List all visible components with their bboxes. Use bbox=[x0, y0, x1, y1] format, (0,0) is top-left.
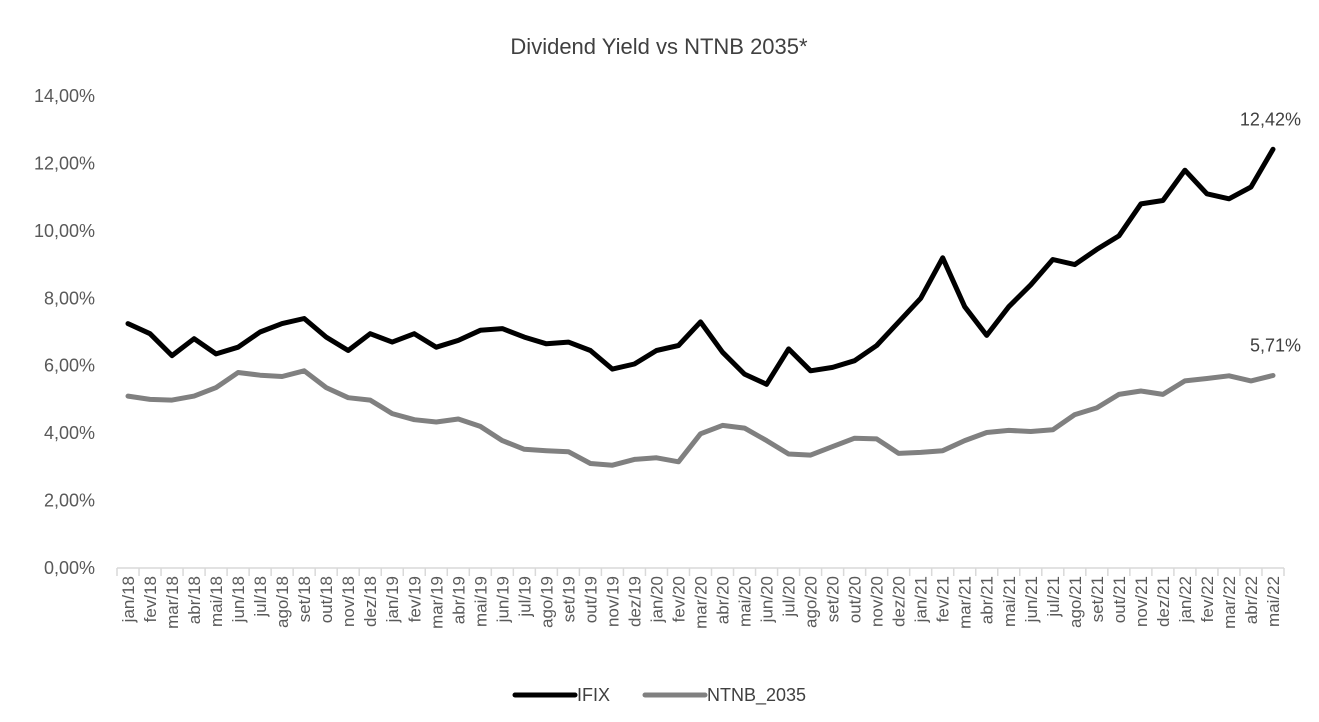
data-label-ifix: 12,42% bbox=[1240, 109, 1301, 129]
y-tick-label: 6,00% bbox=[44, 356, 95, 376]
x-tick-label: out/19 bbox=[581, 576, 600, 623]
x-tick-label: ago/18 bbox=[273, 576, 292, 628]
y-tick-label: 4,00% bbox=[44, 423, 95, 443]
x-tick-label: nov/21 bbox=[1132, 576, 1151, 627]
x-tick-label: jun/19 bbox=[493, 576, 512, 623]
x-tick-label: out/20 bbox=[846, 576, 865, 623]
data-label-ntnb-2035: 5,71% bbox=[1250, 335, 1301, 355]
x-tick-label: out/18 bbox=[317, 576, 336, 623]
x-tick-label: set/20 bbox=[824, 576, 843, 622]
x-tick-label: mai/22 bbox=[1264, 576, 1283, 627]
x-tick-label: mai/18 bbox=[207, 576, 226, 627]
x-tick-label: jan/18 bbox=[119, 576, 138, 623]
legend-label: NTNB_2035 bbox=[707, 685, 806, 706]
x-tick-label: jan/20 bbox=[647, 576, 666, 623]
x-tick-label: jun/18 bbox=[229, 576, 248, 623]
x-tick-label: jul/20 bbox=[780, 576, 799, 618]
y-tick-label: 12,00% bbox=[34, 153, 95, 173]
x-tick-label: fev/21 bbox=[934, 576, 953, 622]
y-tick-label: 8,00% bbox=[44, 288, 95, 308]
y-tick-label: 2,00% bbox=[44, 491, 95, 511]
y-tick-label: 10,00% bbox=[34, 221, 95, 241]
x-tick-label: jul/19 bbox=[515, 576, 534, 618]
x-tick-label: ago/20 bbox=[802, 576, 821, 628]
x-tick-label: fev/22 bbox=[1198, 576, 1217, 622]
x-tick-label: mai/21 bbox=[1000, 576, 1019, 627]
x-tick-label: jan/19 bbox=[383, 576, 402, 623]
x-tick-label: jul/21 bbox=[1044, 576, 1063, 618]
x-tick-label: fev/19 bbox=[405, 576, 424, 622]
x-tick-label: mar/19 bbox=[427, 576, 446, 629]
x-tick-label: dez/21 bbox=[1154, 576, 1173, 627]
x-tick-label: abr/20 bbox=[714, 576, 733, 624]
x-tick-label: dez/18 bbox=[361, 576, 380, 627]
x-tick-label: nov/19 bbox=[603, 576, 622, 627]
legend-label: IFIX bbox=[577, 685, 610, 705]
x-tick-label: abr/18 bbox=[185, 576, 204, 624]
x-tick-label: ago/19 bbox=[537, 576, 556, 628]
x-tick-label: set/21 bbox=[1088, 576, 1107, 622]
x-tick-label: nov/18 bbox=[339, 576, 358, 627]
x-tick-label: jan/21 bbox=[912, 576, 931, 623]
x-tick-label: dez/20 bbox=[890, 576, 909, 627]
x-tick-label: out/21 bbox=[1110, 576, 1129, 623]
x-tick-label: jun/20 bbox=[758, 576, 777, 623]
x-tick-label: nov/20 bbox=[868, 576, 887, 627]
y-axis-ticks: 0,00% 2,00% 4,00% 6,00% 8,00% 10,00% 12,00% 14,… bbox=[34, 86, 95, 578]
x-tick-label: abr/21 bbox=[978, 576, 997, 624]
end-labels: 12,42% 5,71% bbox=[1240, 109, 1301, 355]
x-tick-label: mar/18 bbox=[163, 576, 182, 629]
x-tick-label: mar/21 bbox=[956, 576, 975, 629]
x-axis: jan/18 fev/18 mar/18 abr/18 mai/18 jun/18 jul/… bbox=[116, 567, 1285, 629]
y-tick-label: 0,00% bbox=[44, 558, 95, 578]
x-tick-label: ago/21 bbox=[1066, 576, 1085, 628]
y-tick-label: 14,00% bbox=[34, 86, 95, 106]
x-tick-label: mai/19 bbox=[471, 576, 490, 627]
x-tick-label: jan/22 bbox=[1176, 576, 1195, 623]
x-tick-label: mai/20 bbox=[736, 576, 755, 627]
x-tick-label: fev/18 bbox=[141, 576, 160, 622]
x-tick-label: mar/20 bbox=[692, 576, 711, 629]
x-tick-label: set/18 bbox=[295, 576, 314, 622]
series-lines bbox=[125, 146, 1276, 468]
x-tick-label: jul/18 bbox=[251, 576, 270, 618]
series-line-ntnb-2035 bbox=[125, 368, 1276, 468]
x-tick-label: abr/22 bbox=[1242, 576, 1261, 624]
x-tick-label: set/19 bbox=[559, 576, 578, 622]
x-tick-label: dez/19 bbox=[625, 576, 644, 627]
legend: IFIX NTNB_2035 bbox=[512, 685, 806, 706]
x-tick-label: jun/21 bbox=[1022, 576, 1041, 623]
series-line-ifix bbox=[125, 146, 1276, 387]
x-tick-label: fev/20 bbox=[669, 576, 688, 622]
x-tick-label: mar/22 bbox=[1220, 576, 1239, 629]
x-tick-label: abr/19 bbox=[449, 576, 468, 624]
chart-title: Dividend Yield vs NTNB 2035* bbox=[510, 34, 808, 59]
